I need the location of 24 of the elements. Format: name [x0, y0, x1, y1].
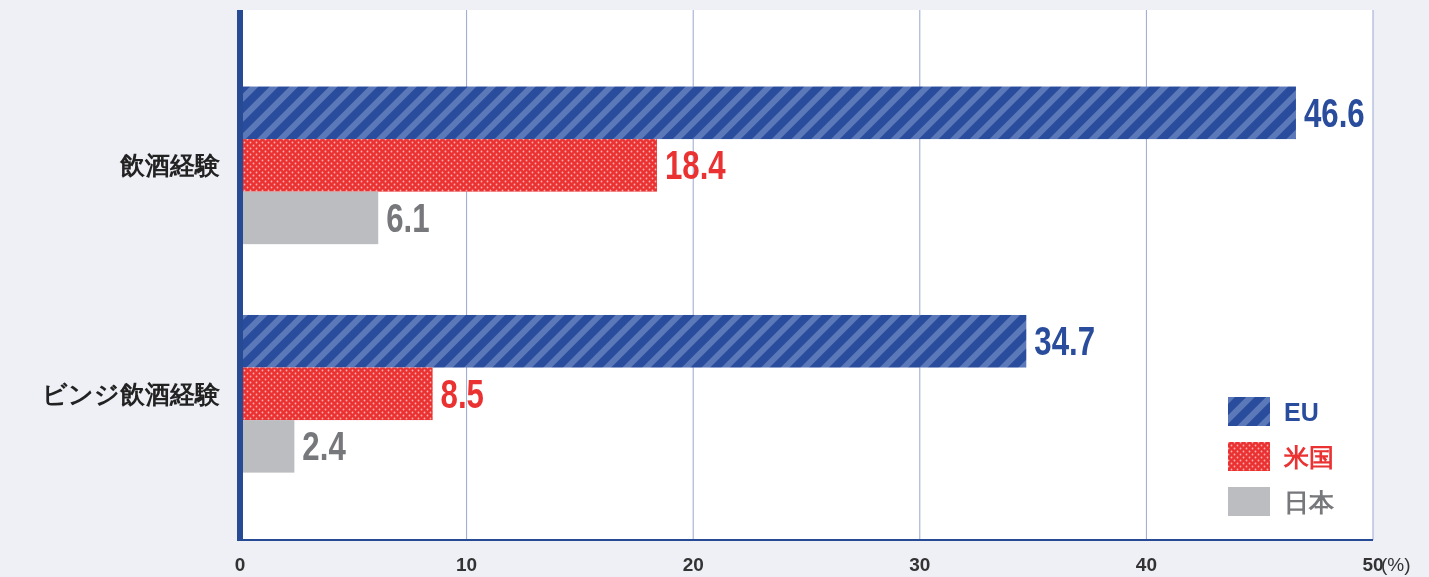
legend-label: 米国 [1283, 443, 1334, 471]
x-tick-label: 40 [1135, 554, 1157, 575]
x-tick-label: 30 [909, 554, 931, 575]
y-tick-label: ビンジ飲酒経験 [42, 379, 220, 408]
bar [240, 314, 1027, 368]
y-tick-label: 飲酒経験 [119, 151, 220, 180]
legend-label: 日本 [1284, 488, 1335, 516]
data-label: 6.1 [386, 196, 430, 241]
x-tick-label: 0 [234, 554, 246, 575]
data-label: 46.6 [1303, 91, 1365, 136]
x-axis-title: (%) [1381, 554, 1411, 575]
legend-label: EU [1284, 398, 1319, 426]
bar [240, 86, 1296, 140]
x-tick-label: 10 [456, 554, 478, 575]
bar [240, 139, 657, 192]
data-label: 34.7 [1034, 319, 1096, 365]
data-label: 18.4 [664, 143, 726, 189]
x-tick-label: 20 [682, 554, 704, 575]
bar [240, 367, 433, 421]
x-tick-label: 50 [1362, 554, 1384, 575]
bar [240, 420, 295, 473]
data-label: 2.4 [302, 424, 346, 470]
data-label: 8.5 [440, 372, 484, 417]
bar [240, 191, 379, 245]
